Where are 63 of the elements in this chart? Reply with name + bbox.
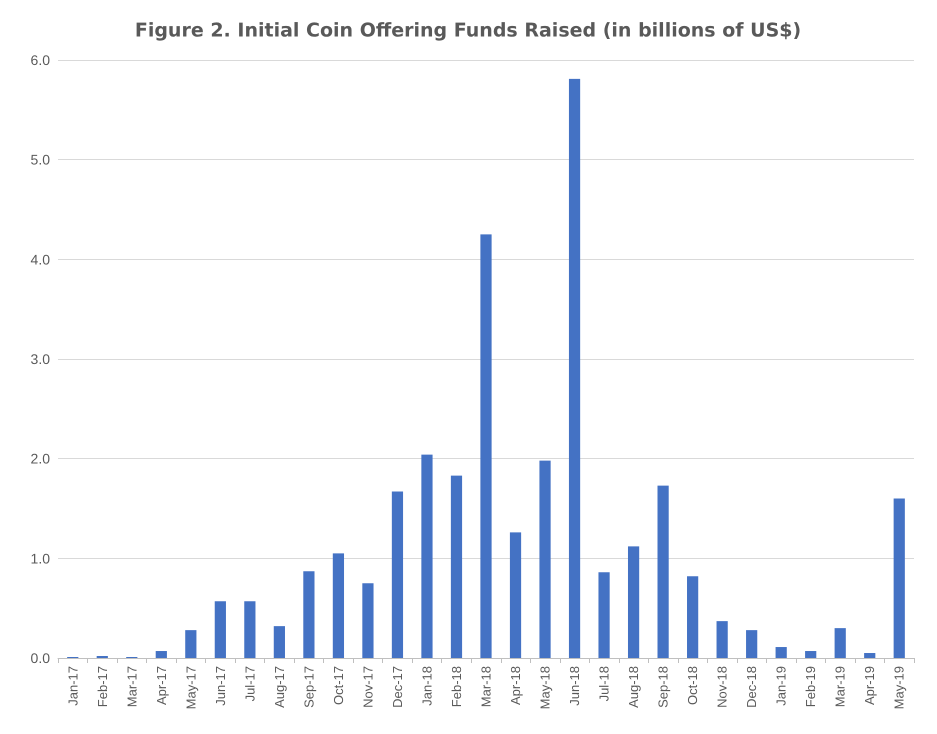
bar	[894, 498, 905, 658]
bar	[510, 532, 522, 658]
x-tick-label: Oct-18	[685, 666, 700, 706]
bar	[776, 647, 787, 658]
bar	[450, 476, 462, 658]
bar	[392, 492, 404, 658]
x-tick-label: May-18	[538, 666, 553, 710]
bar	[480, 234, 492, 658]
chart-title: Figure 2. Initial Coin Offering Funds Raised (in billions of US$)	[134, 20, 802, 42]
bar	[362, 583, 374, 658]
x-tick-label: Jun-18	[567, 666, 582, 706]
bar	[716, 621, 728, 658]
x-tick-label: Aug-17	[272, 666, 287, 708]
x-tick-label: Aug-18	[626, 666, 642, 708]
bar	[568, 78, 580, 658]
y-tick-label: 1.0	[30, 550, 50, 566]
x-tick-label: Nov-18	[714, 666, 730, 708]
x-tick-label: Mar-19	[832, 666, 848, 708]
bar	[834, 628, 846, 658]
x-tick-label: Mar-18	[478, 666, 494, 708]
bar	[274, 626, 285, 658]
x-tick-label: May-17	[183, 666, 198, 710]
bar	[332, 553, 344, 658]
bar	[303, 571, 315, 658]
x-tick-label: Jun-17	[212, 666, 228, 706]
x-tick-label: Dec-18	[744, 666, 760, 708]
x-tick-label: Oct-17	[330, 666, 346, 706]
bar	[421, 454, 433, 658]
bar	[657, 486, 669, 658]
y-tick-label: 4.0	[30, 251, 50, 268]
x-tick-label: Jan-17	[65, 666, 80, 706]
x-tick-label: Sep-18	[656, 666, 671, 708]
x-tick-label: Jul-18	[596, 666, 612, 702]
y-tick-label: 5.0	[30, 152, 50, 168]
bar	[156, 651, 167, 658]
y-tick-label: 3.0	[30, 351, 50, 367]
x-tick-label: Jan-18	[419, 666, 434, 706]
x-tick-label: Apr-18	[508, 666, 524, 706]
x-tick-label: Feb-19	[803, 666, 818, 708]
bar	[628, 546, 640, 658]
y-tick-label: 6.0	[30, 52, 50, 68]
x-tick-label: Jul-17	[242, 666, 258, 702]
bar	[539, 460, 551, 658]
y-tick-label: 2.0	[30, 450, 50, 467]
bar	[746, 630, 758, 658]
x-tick-label: Jan-19	[774, 666, 789, 706]
x-tick-label: Nov-17	[360, 666, 376, 708]
x-tick-label: Mar-17	[124, 666, 140, 708]
bar	[214, 601, 226, 658]
bar	[244, 601, 256, 658]
bar	[687, 576, 698, 658]
x-tick-label: Sep-17	[301, 666, 316, 708]
bar	[598, 572, 610, 658]
x-tick-label: Feb-17	[94, 666, 110, 708]
bar	[805, 651, 816, 658]
x-tick-label: Apr-19	[862, 666, 878, 706]
y-tick-label: 0.0	[30, 650, 50, 666]
bar	[185, 630, 196, 658]
bar	[864, 653, 876, 658]
x-tick-label: May-19	[892, 666, 907, 710]
x-tick-label: Feb-18	[448, 666, 464, 708]
x-tick-label: Dec-17	[390, 666, 405, 708]
x-tick-label: Apr-17	[154, 666, 169, 706]
